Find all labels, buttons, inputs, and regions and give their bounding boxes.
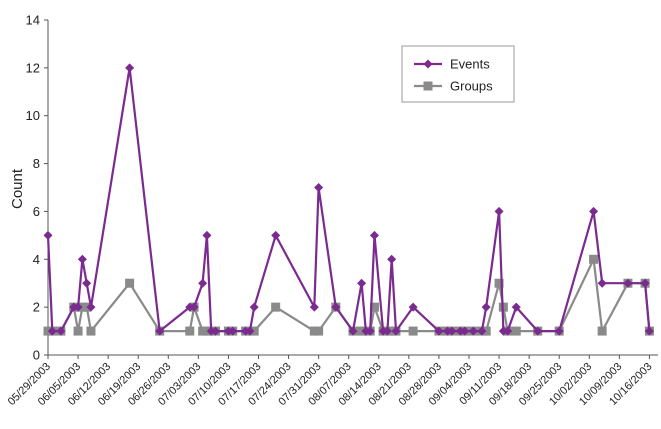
events-point bbox=[198, 278, 208, 288]
events-point bbox=[644, 326, 654, 336]
groups-point bbox=[73, 326, 83, 336]
legend: Events Groups bbox=[401, 45, 515, 103]
events-point bbox=[228, 326, 238, 336]
y-tick-label: 2 bbox=[33, 300, 40, 315]
events-point bbox=[477, 326, 487, 336]
legend-label-events: Events bbox=[450, 57, 490, 72]
events-point bbox=[202, 230, 212, 240]
events-point bbox=[56, 326, 66, 336]
events-point bbox=[47, 326, 57, 336]
y-axis-label: Count bbox=[9, 168, 26, 209]
y-tick-label: 12 bbox=[26, 60, 40, 75]
groups-point bbox=[369, 302, 379, 312]
y-tick-label: 4 bbox=[33, 252, 40, 267]
events-point bbox=[503, 326, 513, 336]
groups-point bbox=[125, 278, 135, 288]
series-layer bbox=[43, 63, 654, 336]
y-tick-label: 14 bbox=[26, 13, 40, 28]
events-point bbox=[511, 302, 521, 312]
events-point bbox=[481, 302, 491, 312]
events-point bbox=[408, 302, 418, 312]
groups-point bbox=[271, 302, 281, 312]
groups-point bbox=[185, 326, 195, 336]
legend-marker-events bbox=[423, 59, 433, 69]
events-point bbox=[434, 326, 444, 336]
axes bbox=[47, 20, 658, 356]
events-point bbox=[382, 326, 392, 336]
groups-point bbox=[597, 326, 607, 336]
groups-point bbox=[314, 326, 324, 336]
events-point bbox=[77, 254, 87, 264]
events-point bbox=[468, 326, 478, 336]
events-point bbox=[391, 326, 401, 336]
events-point bbox=[357, 278, 367, 288]
legend-label-groups: Groups bbox=[450, 79, 493, 94]
events-point bbox=[533, 326, 543, 336]
y-axis-ticks: 0 2 4 6 8 10 12 14 bbox=[26, 13, 48, 363]
events-point bbox=[554, 326, 564, 336]
events-point bbox=[623, 278, 633, 288]
events-point bbox=[348, 326, 358, 336]
events-point bbox=[271, 230, 281, 240]
events-point bbox=[331, 302, 341, 312]
events-point bbox=[155, 326, 165, 336]
events-point bbox=[494, 206, 504, 216]
events-series bbox=[43, 63, 654, 336]
groups-point bbox=[589, 254, 599, 264]
events-point bbox=[387, 254, 397, 264]
y-tick-label: 0 bbox=[33, 348, 40, 363]
groups-point bbox=[408, 326, 418, 336]
events-point bbox=[125, 63, 135, 73]
y-tick-label: 6 bbox=[33, 204, 40, 219]
events-point bbox=[245, 326, 255, 336]
events-point bbox=[309, 302, 319, 312]
events-point bbox=[82, 278, 92, 288]
events-point bbox=[365, 326, 375, 336]
groups-point bbox=[511, 326, 521, 336]
groups-line bbox=[48, 258, 651, 333]
groups-point bbox=[86, 326, 96, 336]
y-tick-label: 10 bbox=[26, 108, 40, 123]
y-tick-label: 8 bbox=[33, 156, 40, 171]
groups-point bbox=[494, 278, 504, 288]
events-point bbox=[589, 206, 599, 216]
events-line bbox=[46, 66, 651, 333]
events-point bbox=[369, 230, 379, 240]
events-point bbox=[43, 230, 53, 240]
events-point bbox=[447, 326, 457, 336]
legend-marker-groups bbox=[423, 81, 433, 91]
events-point bbox=[211, 326, 221, 336]
events-point bbox=[597, 278, 607, 288]
events-point bbox=[640, 278, 650, 288]
events-point bbox=[189, 302, 199, 312]
legend-box bbox=[401, 45, 515, 103]
events-point bbox=[86, 302, 96, 312]
events-point bbox=[314, 183, 324, 192]
x-axis-ticks: 05/29/200306/05/200306/12/200306/19/2003… bbox=[6, 355, 655, 408]
events-point bbox=[73, 302, 83, 312]
events-point bbox=[249, 302, 259, 312]
events-point bbox=[460, 326, 470, 336]
